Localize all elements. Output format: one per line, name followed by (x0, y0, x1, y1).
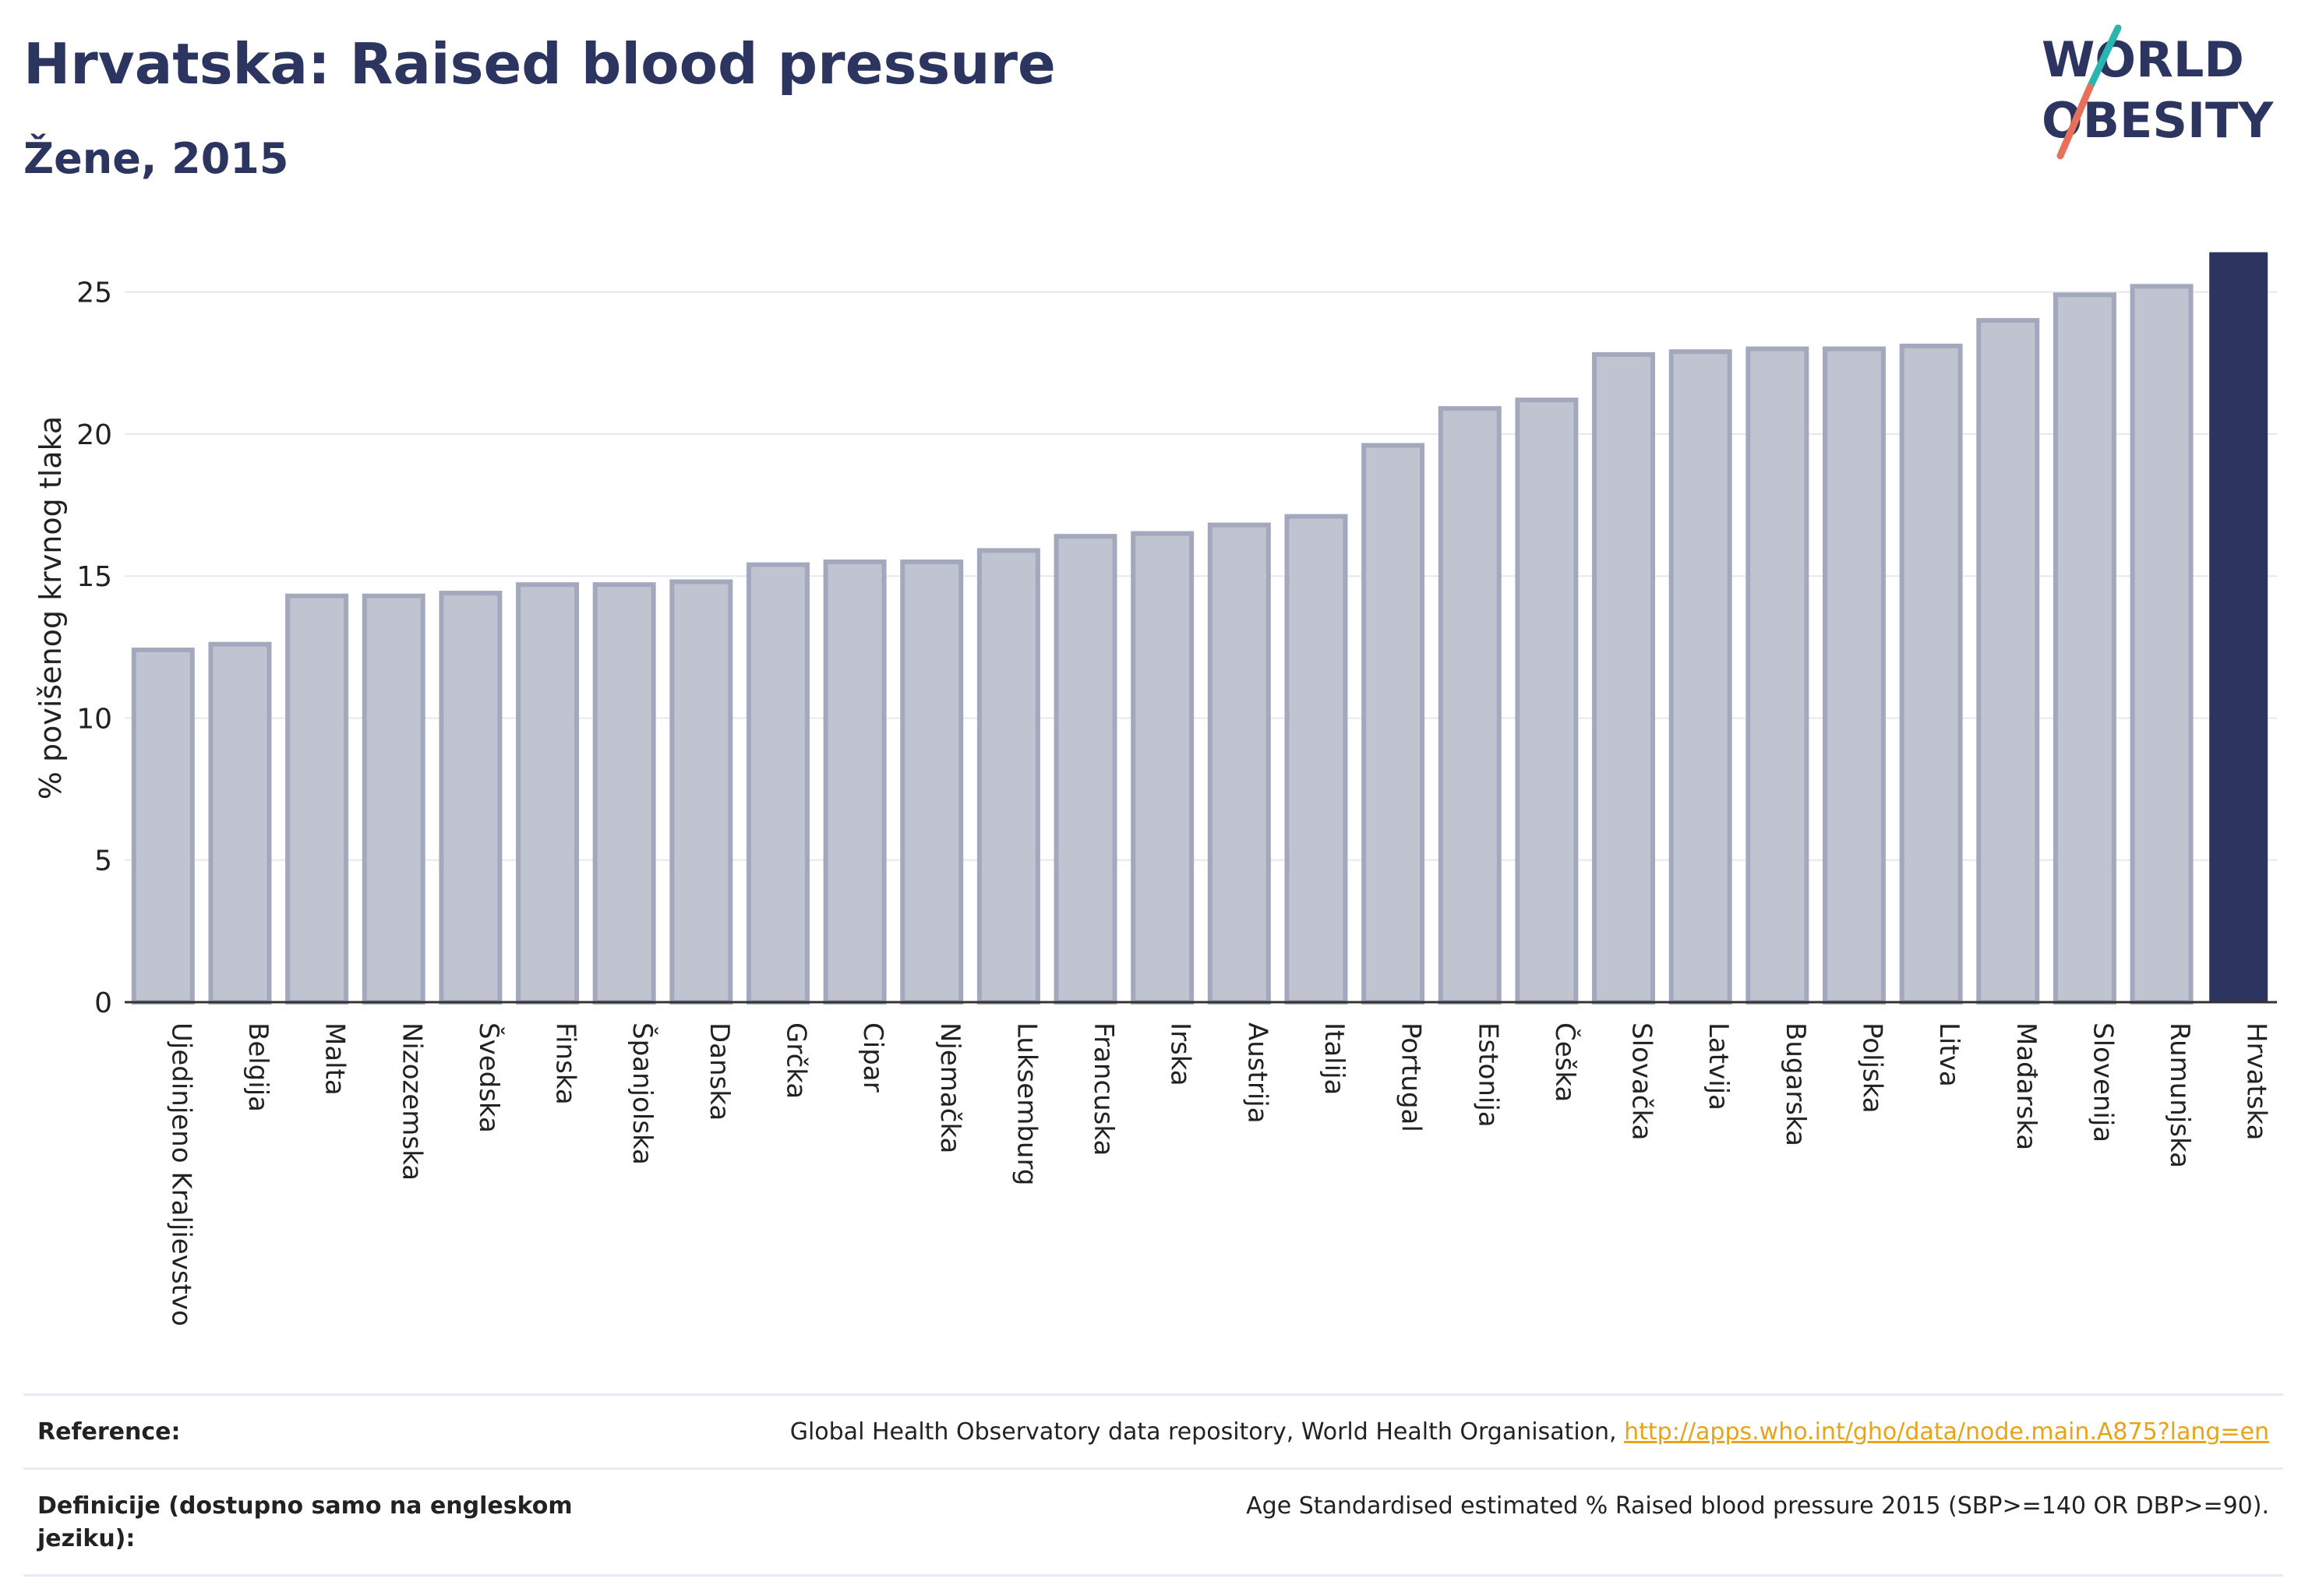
bar-malta (285, 593, 349, 1005)
x-tick-label: Finska (550, 1022, 581, 1105)
x-tick-label: Poljska (1856, 1022, 1887, 1114)
bar-hrvatska (2209, 252, 2268, 1003)
bar-bugarska (1746, 346, 1809, 1005)
x-tick-label: Nizozemska (396, 1022, 427, 1181)
y-tick-label: 20 (76, 419, 112, 451)
world-obesity-logo: WORLD OBESITY (2042, 24, 2274, 160)
x-tick-label: Litva (1933, 1022, 1964, 1087)
x-tick-label: Luksemburg (1011, 1022, 1042, 1185)
bar-njemačka (900, 559, 964, 1005)
bar-češka (1515, 397, 1579, 1005)
x-tick-label: Cipar (857, 1022, 888, 1093)
y-tick-label: 0 (94, 987, 112, 1019)
x-tick-label: Hrvatska (2241, 1022, 2272, 1140)
x-tick-label: Malta (319, 1022, 351, 1096)
bar-portugal (1361, 443, 1425, 1005)
x-tick-label: Rumunjska (2164, 1022, 2195, 1168)
y-tick-label: 10 (76, 703, 112, 735)
bar-latvija (1668, 349, 1732, 1005)
chart-subtitle: Žene, 2015 (23, 134, 289, 183)
bar-cipar (823, 559, 887, 1005)
x-tick-label: Grčka (780, 1022, 811, 1099)
x-tick-label: Latvija (1703, 1022, 1734, 1110)
y-tick-label: 15 (76, 561, 112, 593)
bar-chart: 0 5 10 15 20 25 Ujedinjeno Kraljievstvo Belgij… (34, 252, 2277, 1326)
bar-ujedinjeno-kraljievstvo (131, 647, 195, 1005)
bar-danska (669, 579, 733, 1005)
reference-text: Global Health Observatory data repositor… (789, 1418, 1617, 1446)
bar-francuska (1054, 534, 1117, 1005)
reference-row: Reference: Global Health Observatory dat… (23, 1393, 2283, 1467)
x-tick-label: Danska (704, 1022, 735, 1121)
reference-label: Reference: (37, 1418, 181, 1446)
bar-italija (1284, 514, 1348, 1005)
x-tick-label: Italija (1318, 1022, 1350, 1095)
y-tick-label: 5 (94, 846, 112, 877)
bar-nizozemska (362, 593, 425, 1005)
reference-table: Reference: Global Health Observatory dat… (23, 1393, 2283, 1577)
x-tick-label: Slovenija (2087, 1022, 2118, 1142)
x-tick-label: Slovačka (1626, 1022, 1657, 1140)
x-tick-label: Austrija (1241, 1022, 1273, 1124)
definition-label: Definicije (dostupno samo na engleskom j… (37, 1492, 573, 1552)
x-tick-label: Ujedinjeno Kraljievstvo (165, 1022, 196, 1326)
x-tick-label: Estonija (1472, 1022, 1503, 1128)
definition-text: Age Standardised estimated % Raised bloo… (1246, 1492, 2269, 1520)
bar-mađarska (1976, 318, 2040, 1005)
y-tick-label: 25 (76, 277, 112, 309)
bar-litva (1899, 343, 1963, 1005)
bar-švedska (439, 591, 503, 1005)
definition-row: Definicije (dostupno samo na engleskom j… (23, 1467, 2283, 1577)
x-tick-label: Njemačka (934, 1022, 965, 1153)
reference-value: Global Health Observatory data repositor… (790, 1416, 2269, 1449)
bar-slovačka (1592, 351, 1656, 1005)
reference-link[interactable]: http://apps.who.int/gho/data/node.main.A… (1624, 1418, 2269, 1446)
x-tick-label: Mađarska (2010, 1022, 2042, 1150)
bar-irska (1131, 531, 1195, 1005)
bar-estonija (1438, 406, 1502, 1005)
x-tick-label: Češka (1549, 1022, 1581, 1102)
bar-luksemburg (976, 548, 1040, 1005)
x-tick-label: Bugarska (1780, 1022, 1811, 1146)
bar-austrija (1207, 522, 1271, 1005)
logo-slash-teal (2086, 24, 2122, 91)
bar-belgija (208, 641, 272, 1005)
x-tick-label: Belgija (242, 1022, 274, 1112)
bar-finska (516, 582, 580, 1005)
chart-title: Hrvatska: Raised blood pressure (23, 31, 1056, 97)
x-tick-label: Portugal (1396, 1022, 1427, 1132)
logo-slash-coral (2056, 83, 2094, 160)
bar-poljska (1822, 346, 1886, 1005)
bar-grčka (746, 562, 810, 1005)
bar-slovenija (2053, 292, 2116, 1005)
x-tick-label: Španjolska (627, 1022, 658, 1165)
logo-line1: WORLD (2042, 31, 2244, 88)
x-tick-label: Francuska (1088, 1022, 1119, 1156)
bar-rumunjska (2130, 284, 2194, 1005)
bar-španjolska (592, 582, 656, 1005)
y-axis-label: % povišenog krvnog tlaka (34, 416, 68, 800)
x-tick-label: Švedska (473, 1022, 505, 1133)
x-tick-label: Irska (1165, 1022, 1196, 1086)
